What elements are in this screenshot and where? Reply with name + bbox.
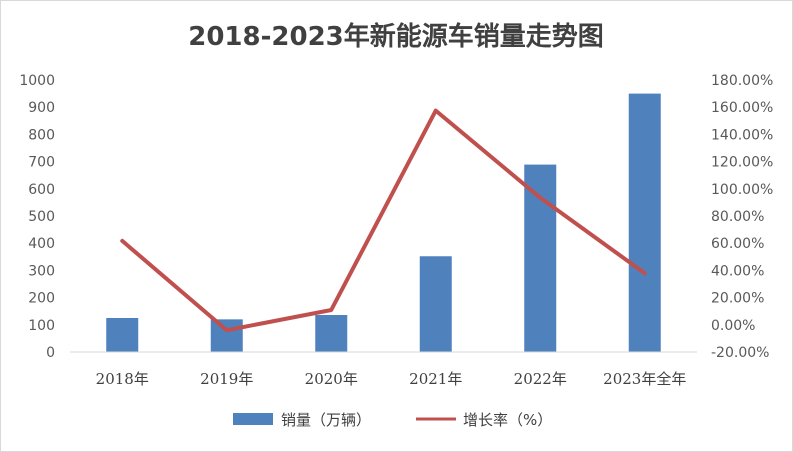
bar [628, 93, 661, 352]
left-axis-tick-label: 200 [28, 291, 55, 307]
line-point [644, 272, 646, 274]
legend-bar-swatch [233, 413, 273, 425]
right-axis-tick-label: 40.00% [711, 263, 764, 279]
left-axis-tick-label: 300 [28, 263, 55, 279]
right-axis-tick-label: 140.00% [711, 127, 773, 143]
x-axis-category-label: 2019年 [200, 370, 253, 388]
legend: 销量（万辆） 增长率（%） [233, 411, 552, 429]
right-axis-tick-label: 60.00% [711, 236, 764, 252]
bar [524, 164, 557, 352]
right-axis-tick-label: 160.00% [711, 100, 773, 116]
left-axis-tick-label: 1000 [19, 73, 55, 89]
right-axis-tick-label: 180.00% [711, 73, 773, 89]
line-point [539, 197, 541, 199]
line-point [226, 329, 228, 331]
right-axis: -20.00% 0.00% 20.00% 40.00% 60.00% 80.00% 100.… [711, 73, 773, 361]
bar [210, 319, 243, 352]
growth-rate-line [120, 108, 647, 333]
line-point [330, 309, 332, 311]
x-axis-category-label: 2018年 [96, 370, 149, 388]
right-axis-tick-label: 100.00% [711, 182, 773, 198]
left-axis-tick-label: 800 [28, 127, 55, 143]
left-axis-tick-label: 600 [28, 182, 55, 198]
line-point [121, 240, 123, 242]
right-axis-tick-label: -20.00% [711, 345, 769, 361]
bar [315, 315, 348, 352]
right-axis-tick-label: 120.00% [711, 155, 773, 171]
chart-title: 2018-2023年新能源车销量走势图 [188, 21, 604, 52]
left-axis: 0 100 200 300 400 500 600 700 800 900 1000 [19, 73, 55, 361]
x-axis-category-label: 2023年全年 [603, 370, 686, 388]
left-axis-tick-label: 400 [28, 236, 55, 252]
x-axis-category-label: 2022年 [514, 370, 567, 388]
right-axis-tick-label: 80.00% [711, 209, 764, 225]
left-axis-tick-label: 500 [28, 209, 55, 225]
left-axis-tick-label: 0 [46, 345, 55, 361]
left-axis-tick-label: 900 [28, 100, 55, 116]
x-axis-labels: 2018年 2019年 2020年 2021年 2022年 2023年全年 [96, 370, 687, 388]
left-axis-tick-label: 100 [28, 318, 55, 334]
x-axis-category-label: 2020年 [305, 370, 358, 388]
right-axis-tick-label: 20.00% [711, 291, 764, 307]
bar [106, 318, 139, 352]
bar [419, 256, 452, 352]
line-series [120, 108, 647, 333]
line-point [435, 110, 437, 112]
x-axis-category-label: 2021年 [409, 370, 462, 388]
legend-line-label: 增长率（%） [463, 411, 552, 429]
right-axis-tick-label: 0.00% [711, 318, 755, 334]
left-axis-tick-label: 700 [28, 155, 55, 171]
legend-bar-label: 销量（万辆） [281, 411, 371, 429]
